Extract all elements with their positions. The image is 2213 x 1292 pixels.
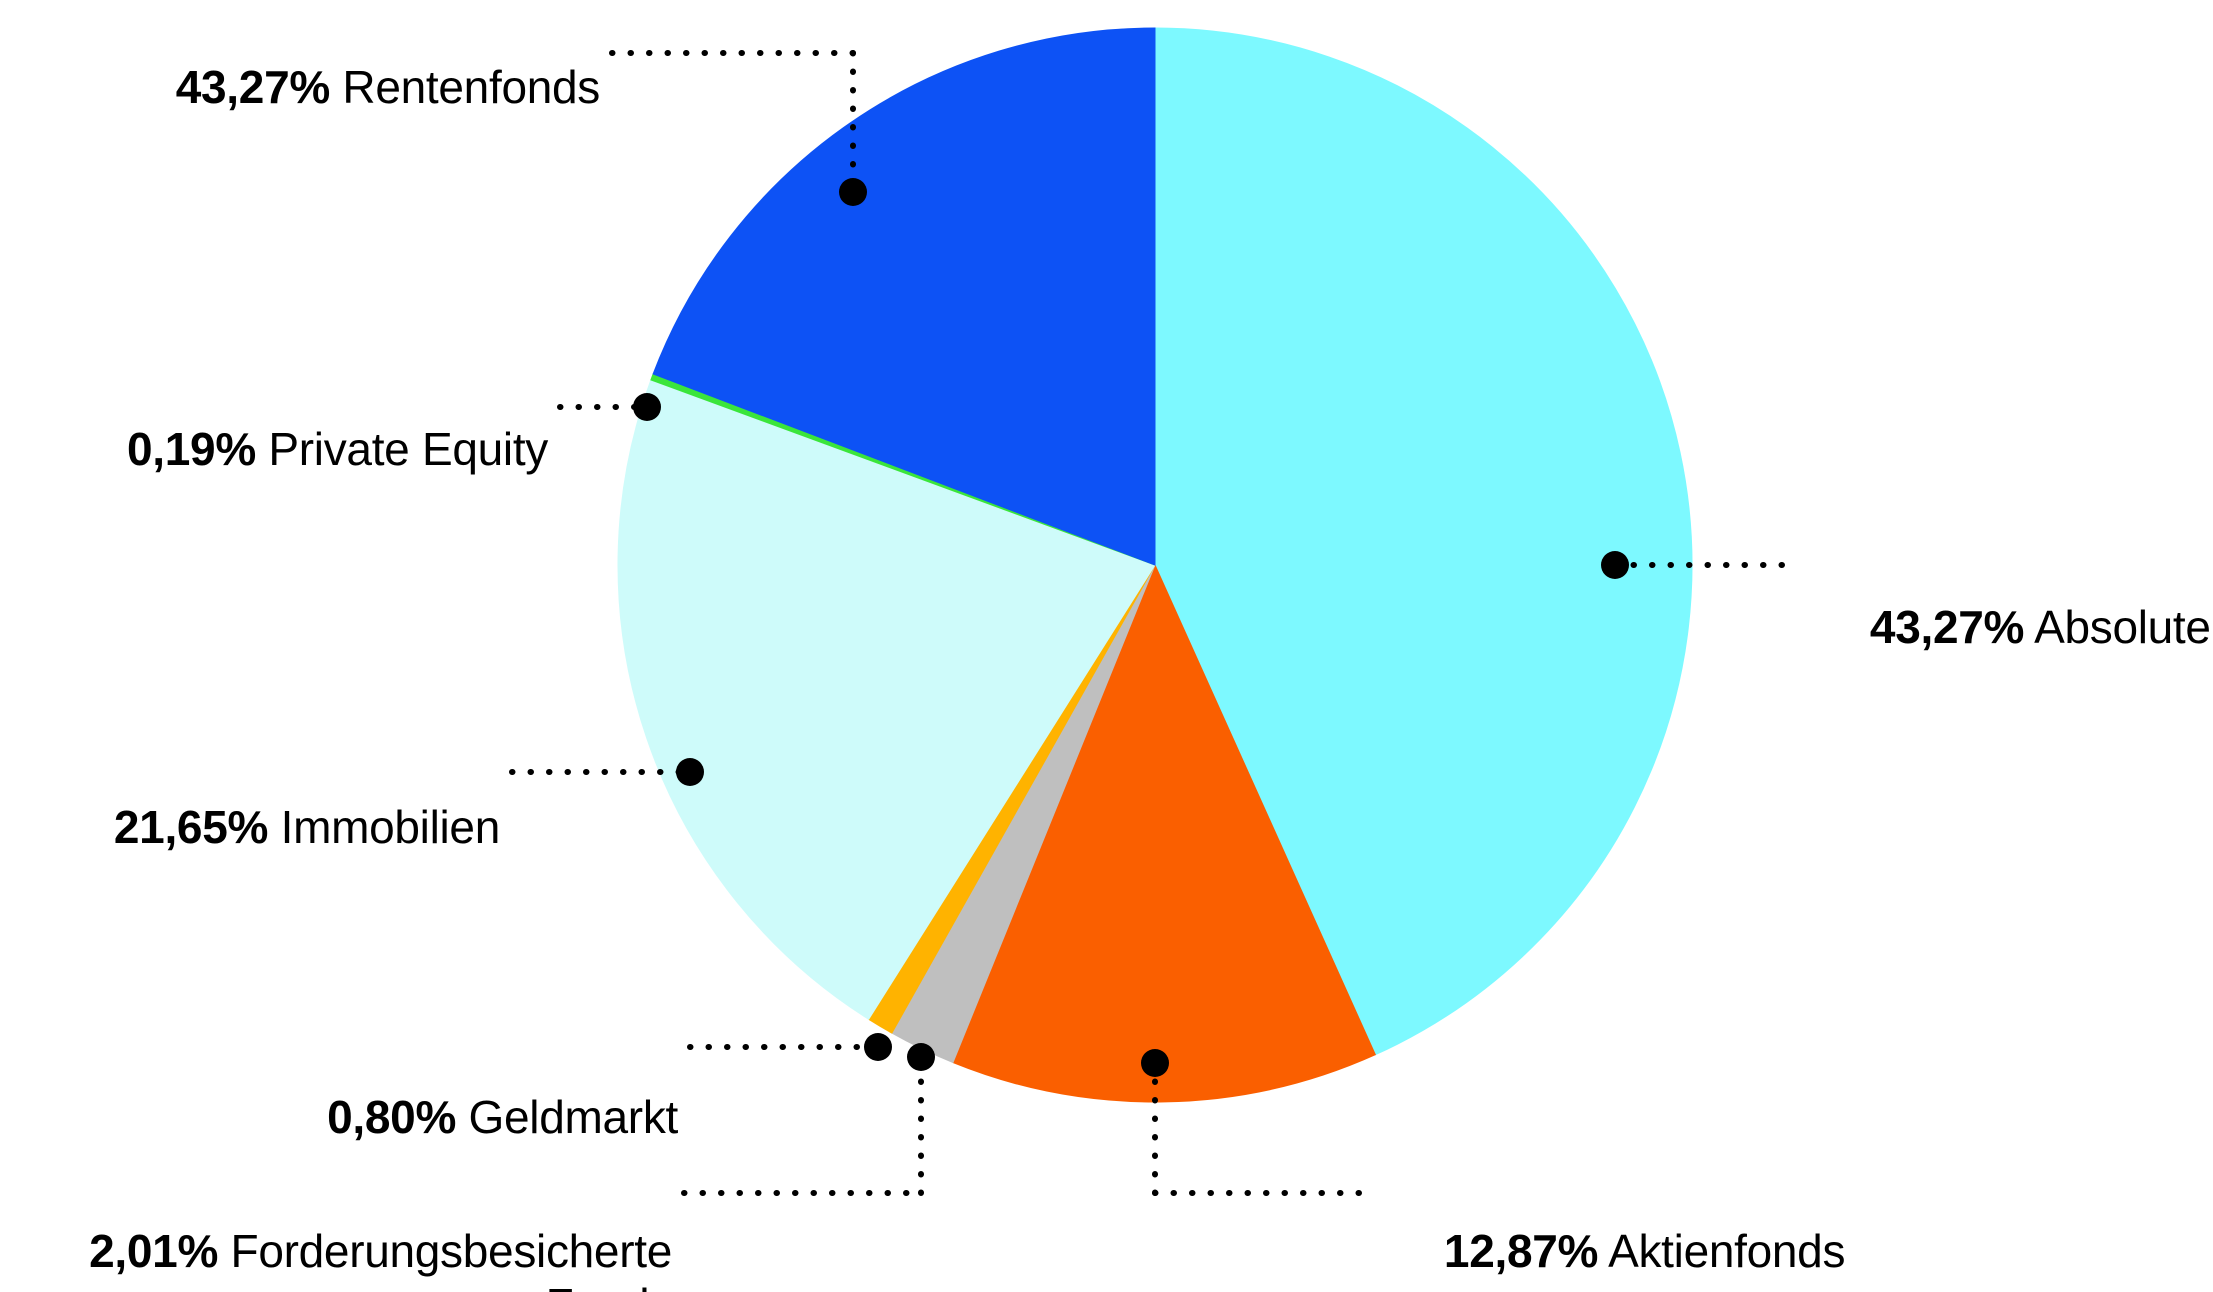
- slice-label-private-equity: 0,19% Private Equity: [0, 370, 548, 530]
- slice-label-rentenfonds: 43,27% Rentenfonds: [0, 8, 601, 168]
- pie-slice-rentenfonds[interactable]: [652, 27, 1156, 566]
- slice-name-absolute-return: Absolute Return: [2034, 601, 2211, 654]
- leader-dot-private-equity: [633, 393, 661, 421]
- slice-percent-rentenfonds: 43,27%: [175, 61, 331, 114]
- slice-name-rentenfonds: Rentenfonds: [329, 61, 600, 114]
- leader-dot-absolute-return: [1601, 551, 1629, 579]
- slice-name-forderungsbesicherte-fonds-line2: Fonds: [546, 1279, 673, 1292]
- leader-dot-group: [633, 178, 1629, 1077]
- leader-dot-immobilien: [676, 758, 704, 786]
- pie-slice-group: [617, 27, 1693, 1103]
- slice-label-geldmarkt: 0,80% Geldmarkt: [0, 1038, 678, 1198]
- leader-dot-geldmarkt: [864, 1033, 892, 1061]
- slice-name-forderungsbesicherte-fonds-line1: Forderungsbesicherte: [218, 1225, 673, 1278]
- pie-slice-immobilien[interactable]: [617, 379, 1156, 1020]
- slice-name-private-equity: Private Equity: [255, 423, 548, 476]
- slice-percent-immobilien: 21,65%: [113, 801, 269, 854]
- pie-slice-absolute-return[interactable]: [1154, 27, 1693, 1056]
- leader-line-group: [509, 50, 1802, 1196]
- slice-percent-forderungsbesicherte-fonds: 2,01%: [89, 1225, 219, 1278]
- slice-name-immobilien: Immobilien: [268, 801, 501, 854]
- leader-dot-rentenfonds: [839, 178, 867, 206]
- leader-dot-forderungsbesicherte-fonds: [907, 1043, 935, 1071]
- slice-percent-geldmarkt: 0,80%: [327, 1091, 457, 1144]
- slice-percent-private-equity: 0,19%: [126, 423, 256, 476]
- slice-label-forderungsbesicherte-fonds: 2,01% ForderungsbesicherteFonds: [0, 1172, 672, 1292]
- slice-label-absolute-return: 43,27% Absolute Return: [1820, 548, 2211, 708]
- slice-name-geldmarkt: Geldmarkt: [456, 1091, 679, 1144]
- slice-label-immobilien: 21,65% Immobilien: [0, 748, 500, 908]
- slice-name-aktienfonds: Aktienfonds: [1598, 1225, 1846, 1278]
- slice-percent-aktienfonds: 12,87%: [1443, 1225, 1599, 1278]
- slice-label-aktienfonds: 12,87% Aktienfonds: [1394, 1172, 1864, 1292]
- slice-percent-absolute-return: 43,27%: [1869, 601, 2025, 654]
- leader-dot-aktienfonds: [1141, 1049, 1169, 1077]
- pie-slice-aktienfonds[interactable]: [952, 563, 1377, 1103]
